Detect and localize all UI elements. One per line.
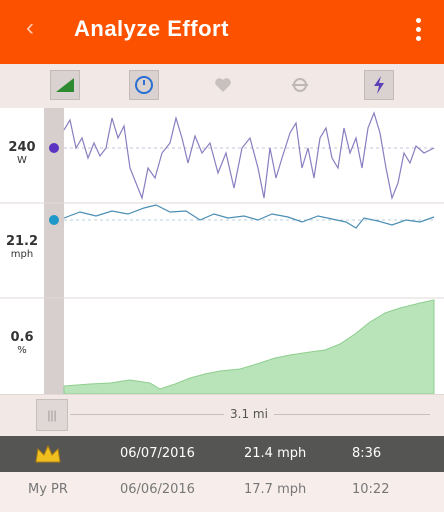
label-gutter bbox=[0, 108, 44, 394]
power-unit: W bbox=[17, 155, 27, 166]
distance-label: 3.1 mi bbox=[224, 407, 274, 421]
pr-date: 06/06/2016 bbox=[120, 482, 195, 497]
power-series-line bbox=[63, 111, 435, 201]
scrub-marker-band[interactable] bbox=[44, 108, 64, 394]
crown-icon bbox=[35, 444, 61, 463]
speed-series-line bbox=[63, 204, 435, 229]
grade-unit: % bbox=[17, 345, 27, 356]
top-effort-speed: 21.4 mph bbox=[244, 446, 307, 461]
speed-unit: mph bbox=[10, 249, 34, 260]
power-icon[interactable] bbox=[364, 70, 394, 100]
pr-time: 10:22 bbox=[352, 482, 390, 497]
speed-label: 21.2 mph bbox=[0, 234, 44, 260]
timer-icon[interactable] bbox=[129, 70, 159, 100]
power-marker-dot bbox=[49, 143, 59, 153]
grade-label: 0.6 % bbox=[0, 330, 44, 356]
speed-marker-dot bbox=[49, 215, 59, 225]
pr-speed: 17.7 mph bbox=[244, 482, 307, 497]
effort-chart: 240 W 21.2 mph 0.6 % bbox=[0, 108, 444, 394]
page-title: Analyze Effort bbox=[74, 16, 229, 41]
grade-value: 0.6 bbox=[10, 330, 34, 345]
app-bar: ‹ Analyze Effort bbox=[0, 0, 444, 64]
power-label: 240 W bbox=[0, 140, 44, 166]
top-effort-date: 06/07/2016 bbox=[120, 446, 195, 461]
speed-value: 21.2 bbox=[5, 234, 39, 249]
overflow-menu-icon[interactable] bbox=[416, 18, 422, 42]
cadence-icon[interactable] bbox=[285, 70, 315, 100]
heart-icon[interactable] bbox=[208, 70, 238, 100]
leaderboard-top-row[interactable]: 06/07/2016 21.4 mph 8:36 bbox=[0, 436, 444, 472]
personal-record-row[interactable]: My PR 06/06/2016 17.7 mph 10:22 bbox=[0, 472, 444, 508]
back-button[interactable]: ‹ bbox=[26, 14, 34, 41]
distance-scrubber: ||| 3.1 mi bbox=[0, 394, 444, 436]
chart-svg bbox=[0, 108, 444, 394]
pr-label: My PR bbox=[28, 482, 68, 497]
scrub-handle[interactable]: ||| bbox=[36, 399, 68, 431]
grade-area bbox=[63, 299, 435, 394]
metric-toolbar bbox=[0, 64, 444, 108]
elevation-graph-icon[interactable] bbox=[50, 70, 80, 100]
top-effort-time: 8:36 bbox=[352, 446, 382, 461]
power-value: 240 bbox=[8, 140, 36, 155]
